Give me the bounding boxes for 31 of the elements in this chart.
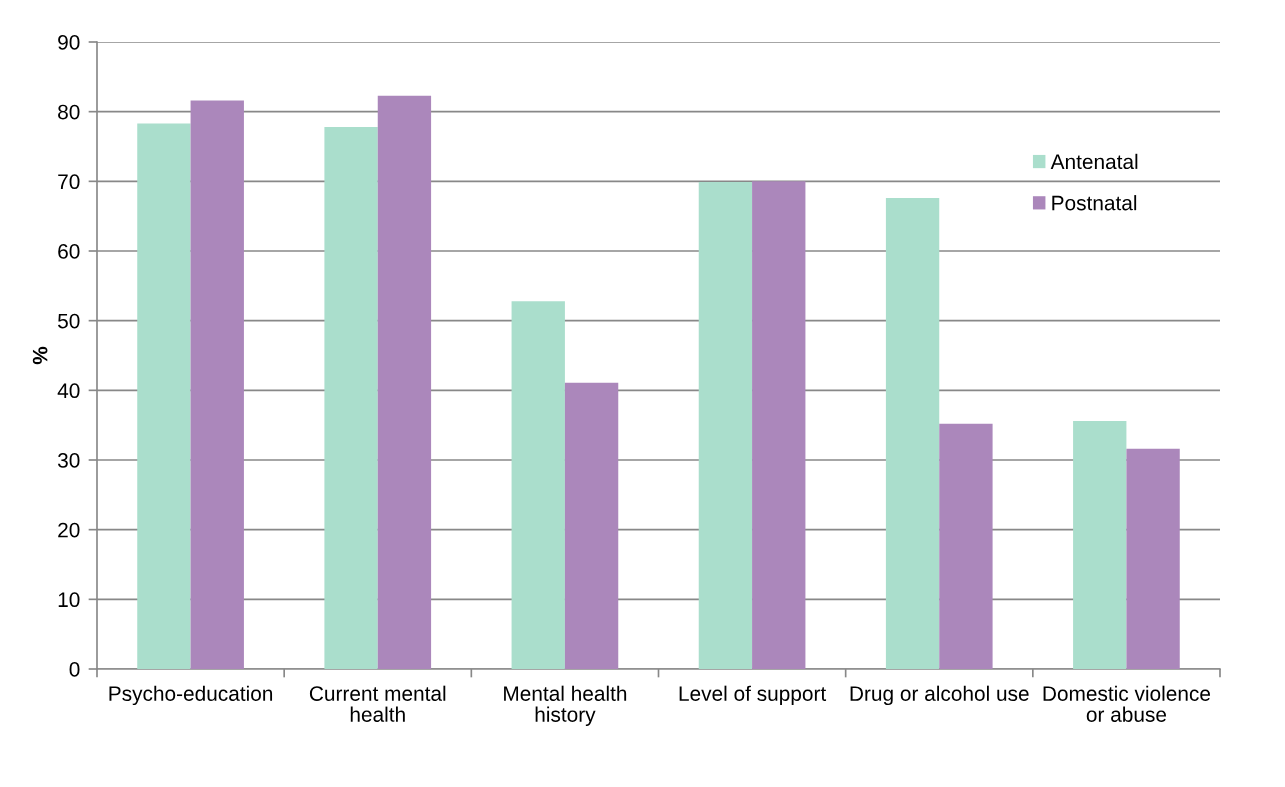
x-tick-label: Domestic violence or abuse xyxy=(1043,685,1211,722)
bar xyxy=(1073,420,1127,669)
x-tick-label: Psycho-education xyxy=(109,685,273,706)
bar xyxy=(190,100,244,669)
x-tick-label: Drug or alcohol use xyxy=(850,685,1029,706)
y-tick-label: 50 xyxy=(58,313,80,329)
bar xyxy=(1126,448,1180,669)
bar xyxy=(752,181,806,669)
x-tick-label: Level of support xyxy=(679,685,827,706)
x-tick-label: Current mental health xyxy=(309,685,446,722)
y-tick-label: 30 xyxy=(57,453,80,468)
y-tick-label: 80 xyxy=(58,104,80,120)
y-tick-label: 0 xyxy=(69,662,80,677)
y-tick-label: 10 xyxy=(58,592,80,608)
legend-label: Postnatal xyxy=(1052,195,1137,211)
bar xyxy=(698,182,753,669)
bar xyxy=(885,198,940,669)
y-tick-label: 20 xyxy=(58,522,80,538)
bar xyxy=(324,126,378,669)
y-tick-label: 90 xyxy=(58,35,80,50)
y-tick-label: 70 xyxy=(58,174,80,190)
y-tick-label: 60 xyxy=(58,244,80,259)
y-tick-label: 40 xyxy=(57,383,80,399)
legend-label: Antenatal xyxy=(1050,153,1138,170)
x-tick-label: Mental health history xyxy=(504,685,627,727)
bar xyxy=(377,95,432,669)
bar xyxy=(939,423,993,669)
bar xyxy=(511,301,565,669)
y-axis-title: % xyxy=(32,346,48,365)
bar xyxy=(137,123,191,669)
bar xyxy=(564,382,619,669)
